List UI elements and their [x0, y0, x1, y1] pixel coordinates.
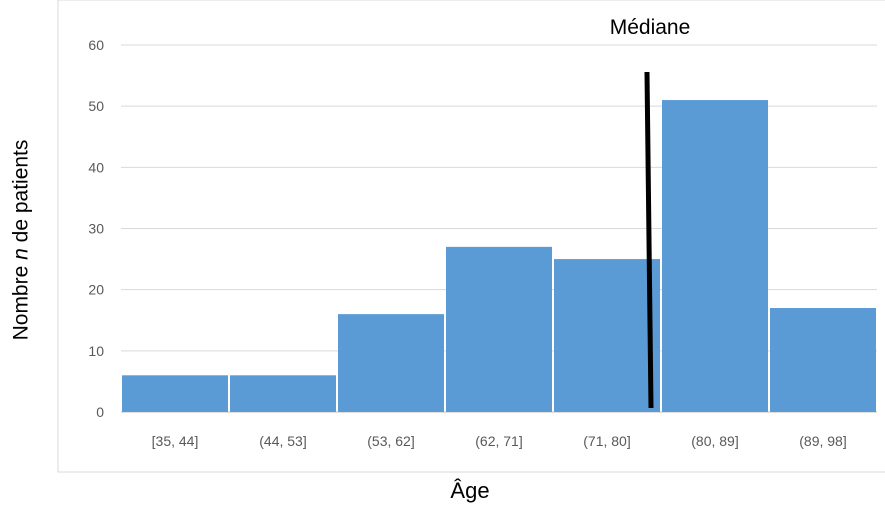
median-label: Médiane: [609, 16, 691, 39]
bar-4: [554, 259, 660, 412]
median-marker: [644, 71, 654, 409]
bar-1: [230, 375, 336, 412]
y-tick-label: 0: [96, 404, 104, 420]
x-tick-labels: [35, 44] (44, 53] (53, 62] (62, 71] (71, 80]…: [152, 433, 847, 449]
y-tick-label: 30: [88, 221, 104, 237]
bar-3: [446, 246, 552, 412]
y-tick-label: 50: [88, 98, 104, 114]
x-tick-label: [35, 44]: [152, 433, 199, 449]
chart-outer-border: [57, 0, 885, 473]
y-tick-labels: 0 10 20 30 40 50 60: [88, 37, 104, 420]
y-tick-label: 40: [88, 159, 104, 175]
bar-6: [770, 308, 876, 412]
bars: [122, 100, 876, 413]
y-axis-title-suffix: de patients: [9, 139, 32, 249]
bar-0: [122, 375, 228, 412]
x-tick-label: (44, 53]: [259, 433, 306, 449]
y-tick-label: 10: [88, 343, 104, 359]
x-tick-label: (89, 98]: [799, 433, 846, 449]
x-tick-label: (71, 80]: [583, 433, 630, 449]
bar-2: [338, 314, 444, 412]
y-axis-title-italic: n: [9, 248, 32, 260]
bar-5: [662, 100, 768, 413]
x-axis-title: Âge: [450, 478, 490, 503]
x-tick-label: (80, 89]: [691, 433, 738, 449]
y-axis-title-prefix: Nombre: [9, 259, 32, 341]
y-axis-title: Nombre n de patients: [1, 80, 41, 400]
y-tick-label: 20: [88, 282, 104, 298]
median-line: [644, 71, 654, 409]
x-tick-label: (53, 62]: [367, 433, 414, 449]
y-tick-label: 60: [88, 37, 104, 53]
x-tick-label: (62, 71]: [475, 433, 522, 449]
